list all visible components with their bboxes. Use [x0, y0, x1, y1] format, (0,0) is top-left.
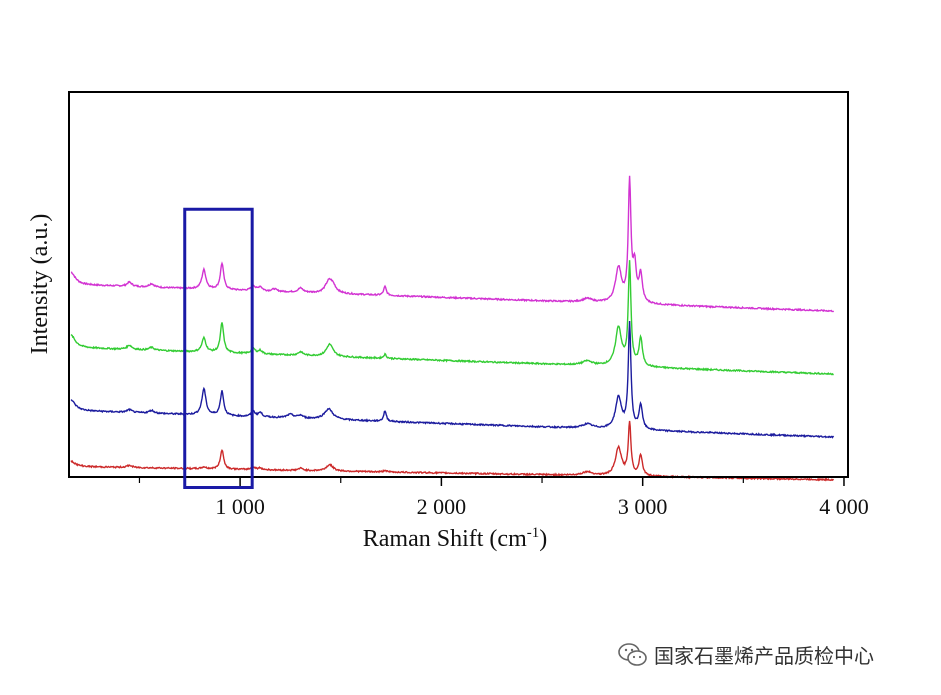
x-axis-title-close: ): [539, 526, 547, 552]
y-axis-title: Intensity (a.u.): [27, 214, 53, 355]
x-tick-label-2: 2 000: [417, 494, 467, 519]
x-tick-label-1: 1 000: [215, 494, 265, 519]
watermark-text: 国家石墨烯产品质检中心: [654, 644, 874, 668]
x-axis-ticks: 1 000 2 000 3 000 4 000: [138, 477, 869, 519]
watermark: 国家石墨烯产品质检中心: [618, 640, 874, 669]
spectrum-line-1: [70, 175, 835, 313]
highlight-box: [183, 207, 254, 489]
wechat-icon: [618, 642, 647, 666]
x-tick-label-4: 4 000: [819, 494, 869, 519]
x-tick-label-3: 3 000: [618, 494, 668, 519]
spectrum-line-3: [70, 320, 835, 439]
x-axis-title-main: Raman Shift (cm: [363, 526, 527, 552]
spectrum-line-2: [70, 260, 834, 376]
plot-frame: [68, 91, 849, 478]
x-axis-title: Raman Shift (cm-1): [363, 525, 547, 552]
x-axis-title-sup: -1: [527, 525, 540, 541]
